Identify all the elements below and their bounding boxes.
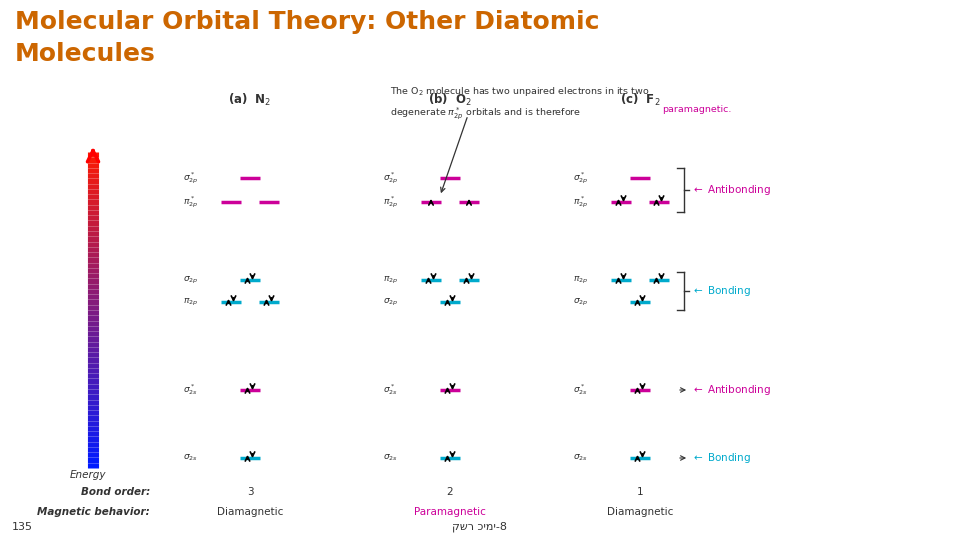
Text: Paramagnetic: Paramagnetic (414, 507, 486, 517)
Text: Magnetic behavior:: Magnetic behavior: (37, 507, 150, 517)
Text: Diamagnetic: Diamagnetic (607, 507, 673, 517)
Text: $\sigma_{2s}$: $\sigma_{2s}$ (573, 453, 588, 463)
Text: Diamagnetic: Diamagnetic (217, 507, 283, 517)
Text: Energy: Energy (70, 470, 107, 480)
Text: Molecular Orbital Theory: Other Diatomic: Molecular Orbital Theory: Other Diatomic (15, 10, 599, 34)
Text: קשר כימי-8: קשר כימי-8 (452, 522, 508, 532)
Text: $\sigma_{2p}$: $\sigma_{2p}$ (182, 274, 198, 286)
Text: The O$_2$ molecule has two unpaired electrons in its two: The O$_2$ molecule has two unpaired elec… (390, 85, 649, 98)
Text: 1: 1 (636, 487, 643, 497)
Text: $\pi_{2p}$: $\pi_{2p}$ (573, 274, 588, 286)
Text: 2: 2 (446, 487, 453, 497)
Text: (c)  F$_2$: (c) F$_2$ (620, 92, 660, 108)
Text: degenerate $\pi^*_{2p}$ orbitals and is therefore: degenerate $\pi^*_{2p}$ orbitals and is … (390, 105, 582, 121)
Text: $\leftarrow$ Bonding: $\leftarrow$ Bonding (691, 451, 751, 465)
Text: $\pi_{2p}$: $\pi_{2p}$ (383, 274, 398, 286)
Text: $\leftarrow$ Antibonding: $\leftarrow$ Antibonding (691, 183, 771, 197)
Text: $\pi^*_{2p}$: $\pi^*_{2p}$ (182, 194, 198, 210)
Text: $\leftarrow$ Antibonding: $\leftarrow$ Antibonding (691, 383, 771, 397)
Text: Molecules: Molecules (15, 42, 156, 66)
Text: $\sigma^*_{2s}$: $\sigma^*_{2s}$ (573, 382, 588, 397)
Text: $\sigma^*_{2p}$: $\sigma^*_{2p}$ (382, 170, 398, 186)
Text: $\sigma^*_{2s}$: $\sigma^*_{2s}$ (383, 382, 398, 397)
Text: $\sigma^*_{2s}$: $\sigma^*_{2s}$ (183, 382, 198, 397)
Text: 3: 3 (247, 487, 253, 497)
Text: $\leftarrow$ Bonding: $\leftarrow$ Bonding (691, 284, 751, 298)
Text: $\sigma_{2s}$: $\sigma_{2s}$ (383, 453, 398, 463)
Text: Bond order:: Bond order: (81, 487, 150, 497)
Text: paramagnetic.: paramagnetic. (662, 105, 732, 114)
Text: $\sigma_{2p}$: $\sigma_{2p}$ (382, 296, 398, 308)
Text: $\sigma^*_{2p}$: $\sigma^*_{2p}$ (182, 170, 198, 186)
Text: $\pi_{2p}$: $\pi_{2p}$ (182, 296, 198, 308)
Text: (a)  N$_2$: (a) N$_2$ (228, 92, 272, 108)
Text: $\pi^*_{2p}$: $\pi^*_{2p}$ (383, 194, 398, 210)
Text: (b)  O$_2$: (b) O$_2$ (428, 92, 472, 108)
Text: $\sigma^*_{2p}$: $\sigma^*_{2p}$ (572, 170, 588, 186)
Text: $\sigma_{2p}$: $\sigma_{2p}$ (572, 296, 588, 308)
Text: $\pi^*_{2p}$: $\pi^*_{2p}$ (573, 194, 588, 210)
Text: $\sigma_{2s}$: $\sigma_{2s}$ (183, 453, 198, 463)
Text: 135: 135 (12, 522, 33, 532)
